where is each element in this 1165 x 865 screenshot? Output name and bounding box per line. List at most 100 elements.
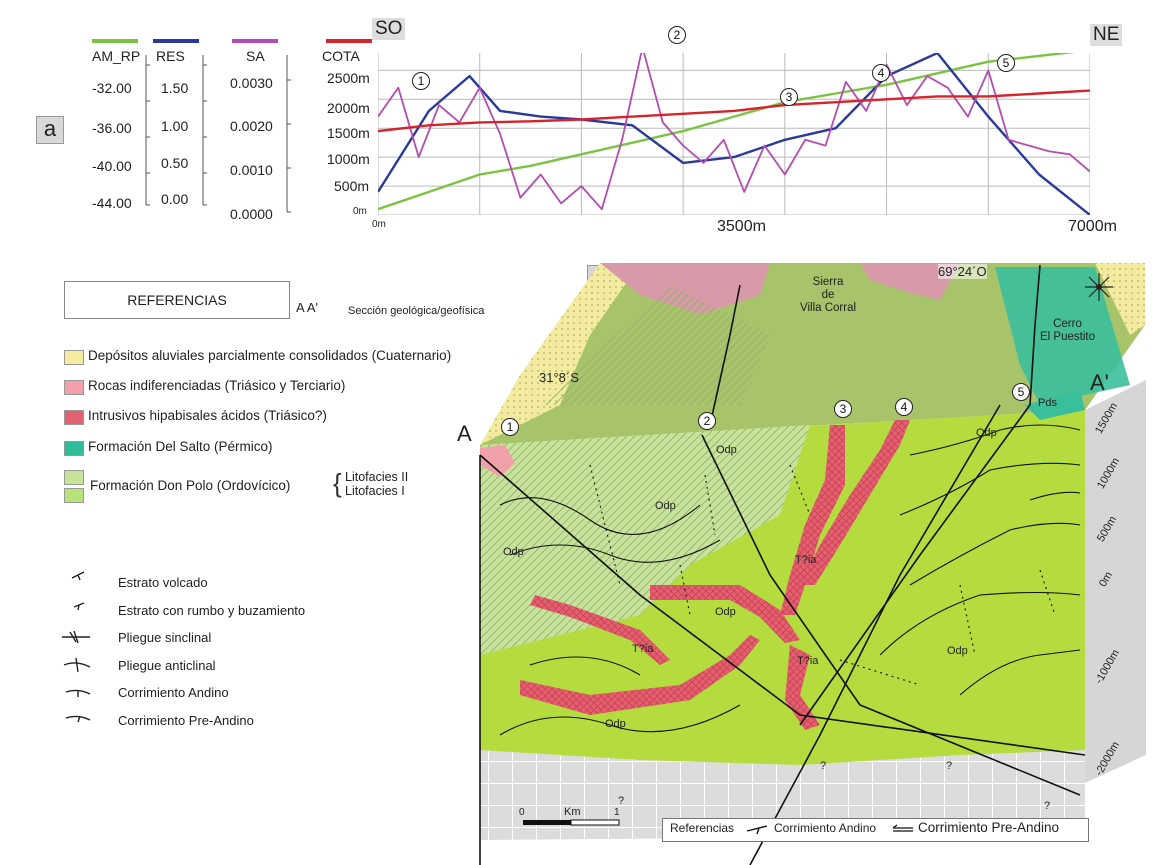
section-label: Sección geológica/geofísica bbox=[348, 305, 485, 317]
odp-label: Odp bbox=[655, 500, 676, 512]
res-swatch bbox=[153, 39, 199, 43]
question-mark: ? bbox=[1044, 800, 1051, 812]
profile-chart bbox=[378, 53, 1090, 215]
legend-title: REFERENCIAS bbox=[64, 281, 290, 319]
am-rp-tick: -44.00 bbox=[92, 195, 132, 211]
top-del-salto bbox=[995, 267, 1130, 405]
tia-label: T?ia bbox=[632, 643, 654, 655]
andino-icon bbox=[746, 825, 768, 835]
sym-corrimiento-preandino: Corrimiento Pre-Andino bbox=[118, 713, 254, 728]
panel-a-tag: a bbox=[36, 116, 64, 144]
scale-zero: 0 bbox=[519, 807, 525, 818]
x-tick-0: 0m bbox=[372, 219, 386, 230]
sa-tick: 0.0020 bbox=[230, 118, 273, 134]
res-tick: 1.50 bbox=[161, 80, 189, 96]
top-litofacies-ii bbox=[540, 285, 770, 405]
res-tick: 1.00 bbox=[161, 118, 189, 134]
section-a-prime-label: A' bbox=[1090, 370, 1109, 395]
cota-swatch bbox=[326, 39, 372, 43]
faults bbox=[479, 264, 1086, 865]
sa-label: SA bbox=[246, 48, 265, 64]
top-rocas bbox=[600, 263, 770, 315]
block-marker-1: 1 bbox=[501, 418, 519, 436]
sym-estrato-rumbo: Estrato con rumbo y buzamiento bbox=[118, 603, 306, 618]
swatch-litofacies-ii bbox=[64, 470, 84, 485]
marker-1: 1 bbox=[412, 72, 430, 90]
scale-km: Km bbox=[564, 806, 581, 818]
swatch-intrusivos bbox=[64, 410, 84, 425]
am-rp-tick: -36.00 bbox=[92, 120, 132, 136]
cota-label: COTA bbox=[322, 48, 360, 64]
block-marker-2: 2 bbox=[698, 412, 716, 430]
swatch-del-salto bbox=[64, 441, 84, 456]
sierra-label: Sierra de Villa Corral bbox=[800, 276, 857, 314]
x-tick-7000: 7000m bbox=[1068, 218, 1117, 235]
strata-lines bbox=[499, 424, 1081, 736]
top-aluvial bbox=[480, 263, 640, 445]
swatch-aluvial bbox=[64, 350, 84, 365]
legend-intrusivos: Intrusivos hipabisales ácidos (Triásico?… bbox=[88, 408, 327, 423]
legend-aluvial: Depósitos aluviales parcialmente consoli… bbox=[88, 348, 452, 363]
direction-ne: NE bbox=[1090, 24, 1123, 46]
am-rp-tick: -32.00 bbox=[92, 80, 132, 96]
direction-so: SO bbox=[372, 18, 406, 40]
odp-label: Odp bbox=[715, 606, 736, 618]
series-line-res bbox=[378, 53, 1090, 215]
scale-bar bbox=[523, 819, 620, 826]
odp-label: Odp bbox=[503, 546, 524, 558]
question-mark: ? bbox=[946, 760, 953, 772]
litofacies-ii-label: Litofacies II bbox=[345, 470, 409, 484]
rocas-corner bbox=[480, 445, 515, 477]
sym-estrato-volcado: Estrato volcado bbox=[118, 575, 208, 590]
cota-tick: 0m bbox=[353, 206, 367, 217]
question-mark: ? bbox=[820, 760, 827, 772]
legend-don-polo: Formación Don Polo (Ordovícico) bbox=[90, 478, 291, 493]
front-base-grid bbox=[480, 750, 1085, 840]
series-line-cota bbox=[378, 89, 1090, 133]
front-litofacies-ii-hatch bbox=[480, 425, 810, 655]
block-marker-4: 4 bbox=[895, 398, 913, 416]
pds-patch bbox=[1025, 390, 1085, 420]
res-tick: 0.00 bbox=[161, 191, 189, 207]
res-tick: 0.50 bbox=[161, 155, 189, 171]
block-marker-3: 3 bbox=[834, 400, 852, 418]
sa-tick: 0.0000 bbox=[230, 206, 273, 222]
cota-tick: 500m bbox=[334, 178, 370, 194]
bottom-preandino-label: Corrimiento Pre-Andino bbox=[918, 820, 1060, 835]
am-rp-label: AM_RP bbox=[92, 48, 141, 64]
brace: { bbox=[333, 468, 342, 498]
legend-del-salto: Formación Del Salto (Pérmico) bbox=[88, 439, 273, 454]
swatch-litofacies-i bbox=[64, 488, 84, 503]
latitude-label: 31°8´S bbox=[539, 370, 579, 385]
cota-tick: 1000m bbox=[327, 151, 370, 167]
marker-5: 5 bbox=[997, 54, 1015, 72]
north-arrow-icon bbox=[1085, 273, 1113, 301]
odp-label: Odp bbox=[605, 718, 626, 730]
odp-label: Odp bbox=[976, 427, 997, 439]
scale-one: 1 bbox=[614, 807, 620, 818]
structural-symbols bbox=[62, 571, 91, 723]
sa-swatch bbox=[232, 39, 278, 43]
pds-label: Pds bbox=[1038, 397, 1057, 409]
odp-label: Odp bbox=[947, 645, 968, 657]
series-line-sa bbox=[378, 53, 1090, 211]
cota-tick: 2000m bbox=[327, 100, 370, 116]
cota-tick: 1500m bbox=[327, 125, 370, 141]
swatch-rocas bbox=[64, 380, 84, 395]
sym-corrimiento-andino: Corrimiento Andino bbox=[118, 685, 229, 700]
am-rp-swatch bbox=[92, 39, 138, 43]
intrusive-bodies-pattern bbox=[520, 420, 910, 730]
litofacies-i-label: Litofacies I bbox=[345, 484, 405, 498]
tia-label: T?ia bbox=[795, 554, 817, 566]
marker-4: 4 bbox=[872, 64, 890, 82]
dotted-lines bbox=[589, 464, 1056, 686]
preandino-icon bbox=[892, 824, 913, 832]
sa-tick: 0.0030 bbox=[230, 75, 273, 91]
sa-tick: 0.0010 bbox=[230, 162, 273, 178]
block-diagram bbox=[479, 263, 1146, 865]
marker-3: 3 bbox=[780, 88, 798, 106]
top-aluvial-right bbox=[1095, 263, 1145, 335]
series-line-am-rp bbox=[378, 53, 1076, 211]
am-rp-tick: -40.00 bbox=[92, 158, 132, 174]
section-symbol: A A' bbox=[296, 300, 319, 315]
